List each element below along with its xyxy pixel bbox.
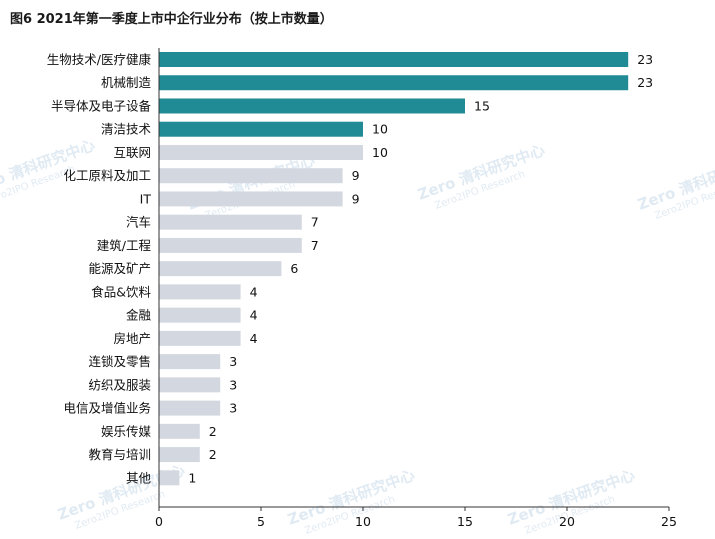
category-label: 机械制造 [101, 75, 152, 90]
x-tick-label: 15 [457, 514, 473, 529]
bar [159, 214, 302, 230]
bar [159, 75, 629, 91]
bar [159, 330, 241, 346]
value-label: 6 [290, 261, 298, 276]
bar [159, 261, 282, 277]
bar [159, 307, 241, 323]
value-label: 3 [229, 401, 237, 416]
category-label: 互联网 [113, 145, 151, 160]
x-tick-label: 20 [559, 514, 575, 529]
category-label: 房地产 [113, 331, 151, 346]
bar [159, 168, 343, 184]
category-label: 连锁及零售 [88, 354, 151, 369]
value-label: 4 [250, 284, 258, 299]
value-label: 3 [229, 377, 237, 392]
chart-title: 图6 2021年第一季度上市中企行业分布（按上市数量） [10, 12, 333, 27]
x-tick-label: 0 [155, 514, 163, 529]
value-label: 4 [250, 331, 258, 346]
category-label: 电信及增值业务 [63, 401, 151, 416]
bar [159, 121, 363, 137]
category-label: 生物技术/医疗健康 [47, 52, 152, 67]
category-label: 教育与培训 [88, 447, 151, 462]
category-label: 化工原料及加工 [63, 168, 151, 183]
bar [159, 52, 629, 67]
category-label: 汽车 [126, 215, 151, 230]
value-label: 7 [311, 215, 319, 230]
value-label: 10 [372, 122, 388, 137]
bar [159, 284, 241, 300]
value-label: 7 [311, 238, 319, 253]
value-label: 1 [188, 470, 196, 485]
x-tick-label: 25 [661, 514, 677, 529]
category-label: 金融 [126, 308, 152, 323]
value-label: 3 [229, 354, 237, 369]
category-label: IT [140, 191, 152, 206]
bar [159, 400, 221, 416]
category-label: 其他 [126, 470, 152, 485]
value-label: 10 [372, 145, 388, 160]
bar [159, 470, 180, 486]
value-label: 2 [209, 447, 217, 462]
value-label: 2 [209, 424, 217, 439]
bar [159, 191, 343, 207]
bar [159, 354, 221, 370]
bar [159, 144, 363, 160]
category-label: 建筑/工程 [97, 238, 152, 253]
category-label: 纺织及服装 [88, 377, 151, 392]
category-label: 能源及矿产 [88, 261, 151, 276]
category-label: 食品&饮料 [91, 284, 151, 299]
bar [159, 98, 465, 114]
value-label: 23 [637, 75, 653, 90]
value-label: 15 [474, 98, 490, 113]
bar [159, 377, 221, 393]
bar [159, 237, 302, 253]
x-axis: 0 5 10 15 20 25 [155, 48, 677, 529]
value-label: 23 [637, 52, 653, 67]
value-label: 9 [352, 168, 360, 183]
value-label: 4 [250, 308, 258, 323]
category-label: 半导体及电子设备 [51, 98, 152, 113]
bar [159, 447, 200, 463]
x-tick-label: 10 [355, 514, 371, 529]
bar [159, 423, 200, 439]
category-label: 清洁技术 [101, 122, 152, 137]
x-tick-label: 5 [257, 514, 265, 529]
category-label: 娱乐传媒 [101, 424, 152, 439]
value-label: 9 [352, 191, 360, 206]
